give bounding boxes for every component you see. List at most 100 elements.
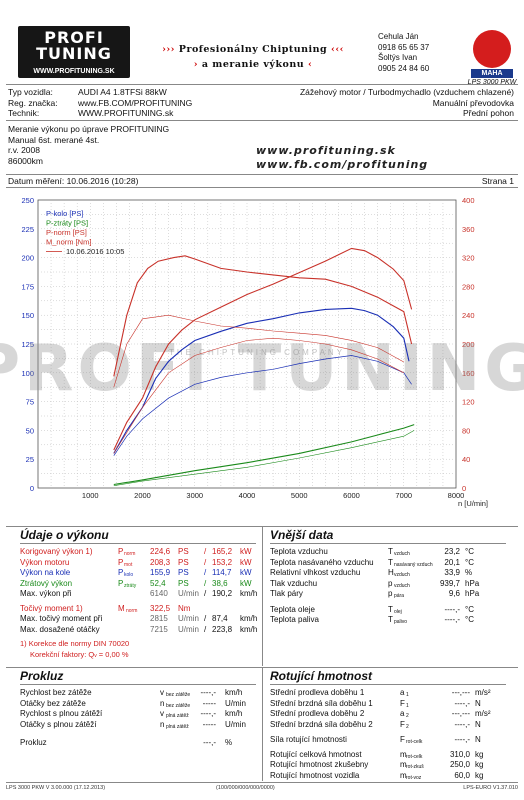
rotating-symbol: F xyxy=(400,735,405,744)
slip-label: Otáčky s plnou zátěží xyxy=(20,719,97,729)
slip-title: Prokluz xyxy=(20,669,256,685)
external-symbol: T xyxy=(388,547,393,556)
rotating-symbol: m xyxy=(400,760,407,769)
rotating-symbol-sub: rot-voz xyxy=(406,774,422,781)
slip-unit: U/min xyxy=(225,719,246,729)
external-row: Tlak páry p pára 9,6 hPa xyxy=(270,589,506,600)
x-tick-label: 7000 xyxy=(395,491,412,500)
rotating-row: Rotující celková hmotnost m rot-celk 310,0 k… xyxy=(270,750,506,761)
external-symbol: p xyxy=(388,578,393,588)
detail-unit-2: km/h xyxy=(240,614,258,623)
power-row-unit-2: km/h xyxy=(240,589,258,598)
external-symbol-sub: vzduch xyxy=(394,572,410,578)
y-tick-right: 200 xyxy=(462,340,475,349)
detail-sep: / xyxy=(204,614,207,623)
rotating-unit: m/s² xyxy=(475,688,491,697)
correction-factor-sub: v xyxy=(94,652,97,659)
external-data-title: Vnější data xyxy=(270,528,506,544)
detail-value-1: 2815 xyxy=(150,614,168,623)
y-tick-left: 225 xyxy=(21,225,34,234)
series-line-5 xyxy=(113,355,412,456)
report-header: PROFI TUNING WWW.PROFITUNING.SK ››› Prof… xyxy=(6,6,518,86)
correction-norm: 1) Korekce dle normy DIN 70020 xyxy=(20,639,130,648)
profituning-logo: PROFI TUNING WWW.PROFITUNING.SK xyxy=(18,26,130,78)
rotating-unit: m/s² xyxy=(475,709,491,718)
power-row-value-2: 165,2 xyxy=(212,547,233,556)
slip-section: Prokluz Rychlost bez zátěže v bez zátěže --… xyxy=(20,669,256,749)
power-row-unit-1: PS xyxy=(178,547,189,556)
y-tick-left: 175 xyxy=(21,282,34,291)
series-line-6 xyxy=(113,337,404,454)
y-tick-left: 0 xyxy=(30,484,34,493)
x-axis-label: n [U/min] xyxy=(458,499,488,508)
y-tick-left: 125 xyxy=(21,340,34,349)
x-tick-label: 6000 xyxy=(343,491,360,500)
external-value: ----,- xyxy=(444,604,460,614)
note-line: r.v. 2008 xyxy=(8,145,40,155)
y-tick-right: 280 xyxy=(462,282,475,291)
rotating-row: Střední prodleva doběhu 1 a 1 ---,--- m/s² xyxy=(270,688,506,699)
power-row-symbol-sub: norm xyxy=(124,551,136,557)
rotating-symbol-sub: 1 xyxy=(406,702,409,709)
slip-value: ----- xyxy=(202,719,216,729)
contact-name-1: Cehula Ján xyxy=(378,32,419,41)
torque-symbol: M xyxy=(118,603,125,613)
y-tick-right: 240 xyxy=(462,311,475,320)
technician-value: WWW.PROFITUNING.sk xyxy=(78,108,174,118)
external-value: 20,1 xyxy=(444,557,460,567)
note-line: 86000km xyxy=(8,155,43,166)
slip-label: Otáčky bez zátěže xyxy=(20,698,86,708)
slip-value: ----- xyxy=(202,698,216,708)
power-row-label: Výkon motoru xyxy=(20,557,70,567)
divider xyxy=(262,526,263,666)
rotating-value: 60,0 xyxy=(454,770,470,780)
y-tick-left: 250 xyxy=(21,196,34,205)
detail-label: Max. točivý moment při xyxy=(20,614,103,623)
external-value: 33,9 xyxy=(444,568,460,577)
y-tick-left: 75 xyxy=(26,398,34,407)
watermark-url-2: www.fb.com/profituning xyxy=(256,158,429,171)
rotating-unit: N xyxy=(475,698,481,708)
external-row: Tlak vzduchu p vzduch 939,7 hPa xyxy=(270,579,506,590)
power-row-unit-1: U/min xyxy=(178,589,199,598)
rotating-row: Rotující hmotnost zkušebny m rot-zkuš 250,0… xyxy=(270,760,506,771)
watermark-tagline: THE CHIPTUNING COMPANY xyxy=(169,348,345,357)
external-symbol-sub: nasávaný vzduch xyxy=(394,561,433,568)
slip-label: Rychlost bez zátěže xyxy=(20,688,92,697)
slip-symbol-sub: bez zátěže xyxy=(166,692,191,698)
external-symbol: H xyxy=(388,568,394,577)
footer-mid: (100/000/000/000/0000) xyxy=(216,785,275,791)
power-row-sep: / xyxy=(204,547,207,556)
series-line-4 xyxy=(113,255,413,377)
power-row: Max. výkon při 6140 U/min / 190,2 km/h xyxy=(20,589,258,600)
technician-label: Technik: xyxy=(8,108,40,118)
rotating-symbol-sub: rot-celk xyxy=(406,739,423,745)
external-symbol-sub: vzduch xyxy=(394,551,410,557)
power-row-label: Max. výkon při xyxy=(20,589,72,598)
torque-detail-row: Max. dosažené otáčky 7215 U/min / 223,8 km/h xyxy=(20,625,257,636)
slip-symbol-sub: plná zátěž xyxy=(166,713,189,719)
slip-value: ----,- xyxy=(200,688,216,697)
y-tick-right: 400 xyxy=(462,196,475,205)
power-row-unit-1: PS xyxy=(178,578,189,588)
slip-label: Rychlost s plnou zátěží xyxy=(20,709,103,718)
slip-symbol: n xyxy=(160,698,165,708)
y-tick-left: 150 xyxy=(21,311,34,320)
power-row-unit-1: PS xyxy=(178,568,189,577)
power-row-symbol-sub: mot xyxy=(124,561,133,568)
x-tick-label: 3000 xyxy=(186,491,203,500)
contact-phone-1: 0918 65 65 37 xyxy=(378,42,430,52)
power-row-sep: / xyxy=(204,557,207,567)
rotating-label: Střední brzdná síla doběhu 2 xyxy=(270,719,373,729)
legend-label: P-kolo [PS] xyxy=(46,209,84,218)
correction-factor-value: = 0,00 % xyxy=(96,649,129,659)
rotating-value: ---,--- xyxy=(451,709,470,718)
